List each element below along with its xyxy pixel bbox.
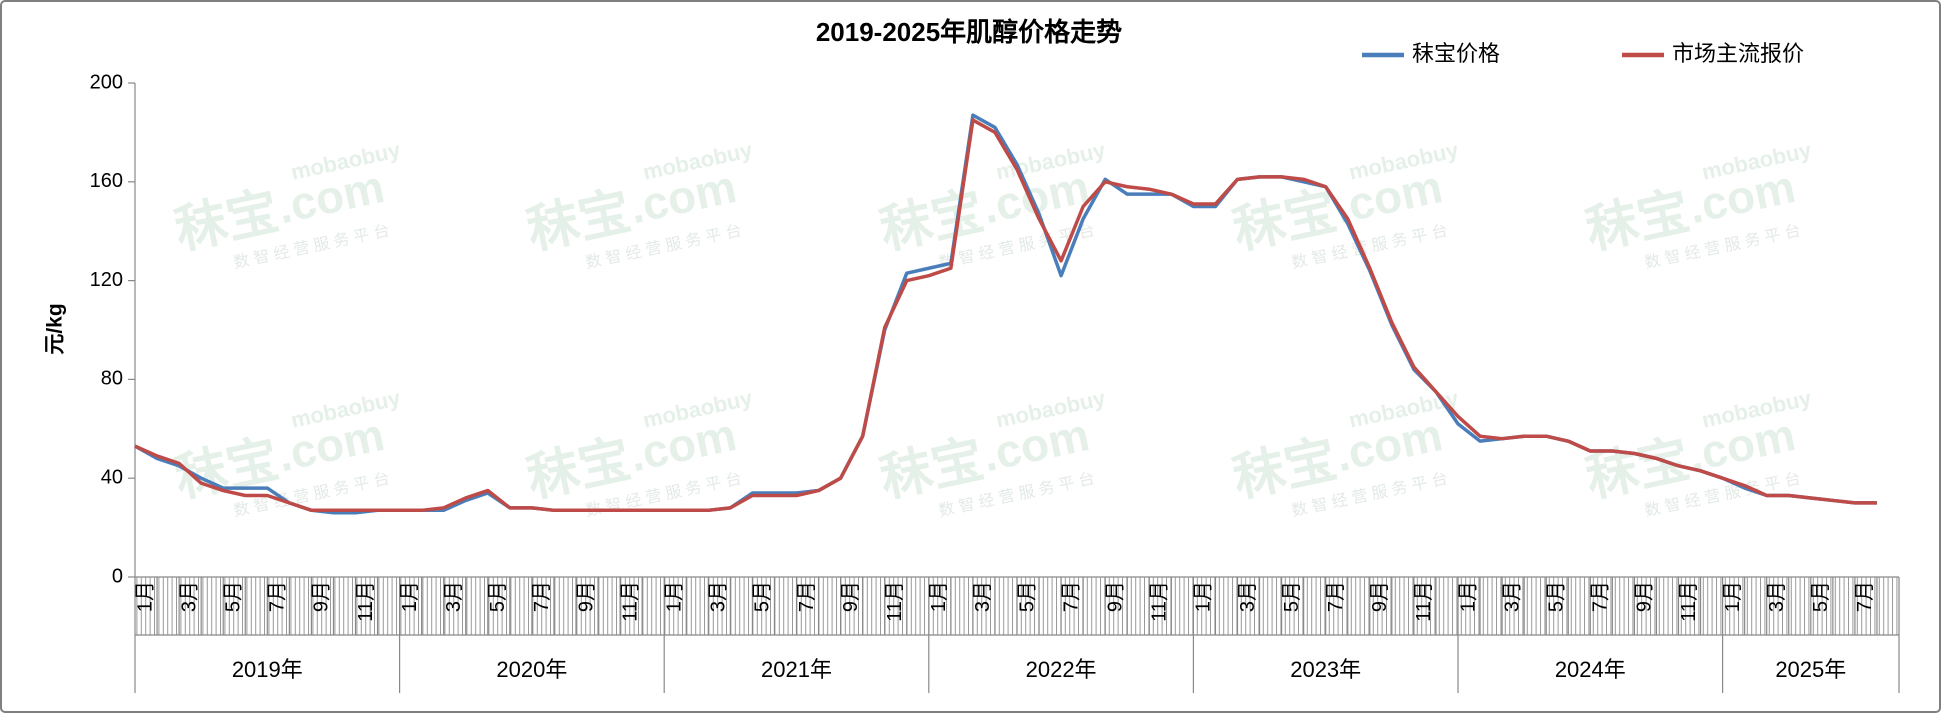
x-tick-label: 9月 xyxy=(1105,581,1127,612)
x-tick-label: 1月 xyxy=(1457,581,1479,612)
x-tick-label: 7月 xyxy=(531,581,553,612)
x-tick-label: 11月 xyxy=(1149,581,1171,622)
x-tick-label: 3月 xyxy=(178,581,200,612)
x-tick-label: 3月 xyxy=(1766,581,1788,612)
series-line xyxy=(134,118,1877,513)
x-tick-label: 11月 xyxy=(1678,581,1700,622)
x-group-label: 2022年 xyxy=(1026,657,1097,682)
x-tick-label: 5月 xyxy=(1546,581,1568,612)
x-tick-label: 3月 xyxy=(1501,581,1523,612)
x-group-label: 2023年 xyxy=(1290,657,1361,682)
x-tick-label: 9月 xyxy=(840,581,862,612)
x-tick-label: 11月 xyxy=(619,581,641,622)
x-group-label: 2024年 xyxy=(1555,657,1626,682)
x-tick-label: 1月 xyxy=(1722,581,1744,612)
y-tick-label: 40 xyxy=(101,466,123,488)
x-tick-label: 3月 xyxy=(1237,581,1259,612)
y-axis-label: 元/kg xyxy=(44,303,67,354)
y-tick-label: 0 xyxy=(112,565,123,587)
x-tick-label: 11月 xyxy=(884,581,906,622)
x-tick-label: 7月 xyxy=(1854,581,1876,612)
x-tick-label: 9月 xyxy=(575,581,597,612)
x-tick-label: 11月 xyxy=(1413,581,1435,622)
y-tick-label: 160 xyxy=(90,170,123,192)
x-tick-label: 3月 xyxy=(443,581,465,612)
x-group-label: 2020年 xyxy=(496,657,567,682)
x-tick-label: 3月 xyxy=(708,581,730,612)
y-tick-label: 120 xyxy=(90,269,123,291)
x-group-label: 2019年 xyxy=(232,657,303,682)
x-tick-label: 1月 xyxy=(134,581,156,612)
x-tick-label: 1月 xyxy=(399,581,421,612)
x-tick-label: 5月 xyxy=(752,581,774,612)
x-tick-label: 1月 xyxy=(1193,581,1215,612)
x-tick-label: 9月 xyxy=(311,581,333,612)
x-tick-label: 1月 xyxy=(664,581,686,612)
x-tick-label: 9月 xyxy=(1634,581,1656,612)
x-tick-label: 5月 xyxy=(1810,581,1832,612)
x-tick-label: 3月 xyxy=(972,581,994,612)
x-tick-label: 5月 xyxy=(487,581,509,612)
x-tick-label: 11月 xyxy=(355,581,377,622)
legend-label: 秣宝价格 xyxy=(1412,41,1500,66)
legend-label: 市场主流报价 xyxy=(1672,41,1804,66)
y-tick-label: 200 xyxy=(90,71,123,93)
x-tick-label: 5月 xyxy=(223,581,245,612)
x-tick-label: 7月 xyxy=(267,581,289,612)
x-tick-label: 5月 xyxy=(1016,581,1038,612)
x-tick-label: 7月 xyxy=(1325,581,1347,612)
chart-title: 2019-2025年肌醇价格走势 xyxy=(816,17,1122,47)
x-tick-label: 5月 xyxy=(1281,581,1303,612)
x-group-label: 2025年 xyxy=(1775,657,1846,682)
x-tick-label: 7月 xyxy=(1060,581,1082,612)
x-tick-label: 9月 xyxy=(1369,581,1391,612)
y-tick-label: 80 xyxy=(101,368,123,390)
x-group-label: 2021年 xyxy=(761,657,832,682)
x-tick-label: 7月 xyxy=(1590,581,1612,612)
x-tick-label: 1月 xyxy=(928,581,950,612)
x-tick-label: 7月 xyxy=(796,581,818,612)
